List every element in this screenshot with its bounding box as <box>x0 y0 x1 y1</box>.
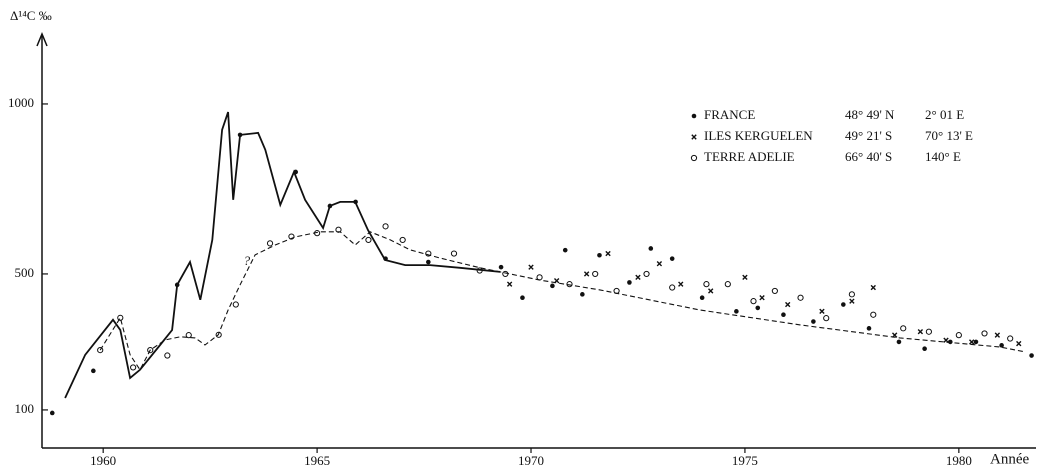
data-point <box>605 250 611 257</box>
legend-latitude: 48° 49' N <box>845 107 895 122</box>
data-point <box>755 305 761 311</box>
data-point <box>841 302 846 307</box>
x-tick-label: 1970 <box>518 453 544 468</box>
data-point <box>550 283 555 289</box>
data-point <box>708 288 714 294</box>
data-point <box>592 270 599 278</box>
legend-longitude: 70° 13' E <box>925 128 973 143</box>
data-point <box>750 298 757 305</box>
data-point <box>643 270 650 278</box>
data-point <box>498 264 504 270</box>
data-point <box>597 252 602 258</box>
data-point <box>382 223 389 230</box>
data-point <box>627 280 632 285</box>
data-point <box>849 298 855 304</box>
annotation: ? <box>244 253 251 268</box>
data-point <box>1029 353 1034 358</box>
data-point <box>999 343 1004 348</box>
data-point <box>130 364 137 371</box>
legend-latitude: 49° 21' S <box>845 128 892 143</box>
data-point <box>669 256 675 261</box>
data-point <box>365 236 372 244</box>
data-point <box>947 339 953 345</box>
data-point <box>91 368 96 374</box>
data-point <box>232 301 239 308</box>
legend-latitude: 66° 40' S <box>845 149 892 164</box>
data-point <box>520 295 525 301</box>
data-point <box>922 346 927 352</box>
data-point <box>635 274 641 281</box>
data-point <box>703 281 710 288</box>
data-point <box>528 264 534 270</box>
legend-label: ILES KERGUELEN <box>704 128 813 143</box>
legend-label: TERRE ADELIE <box>704 149 795 164</box>
data-point <box>870 311 877 318</box>
legend-longitude: 140° E <box>925 149 961 164</box>
data-point <box>117 314 124 321</box>
y-tick-label: 1000 <box>8 95 34 110</box>
data-point <box>925 328 932 335</box>
data-point <box>562 247 568 253</box>
data-point <box>266 240 274 247</box>
data-point <box>866 326 872 331</box>
data-point <box>823 315 830 322</box>
data-point <box>1007 335 1014 342</box>
data-point <box>185 332 192 339</box>
data-point <box>583 271 590 277</box>
legend-label: FRANCE <box>704 107 755 122</box>
data-point <box>994 332 1001 338</box>
data-point <box>734 309 739 314</box>
data-point <box>49 410 55 416</box>
legend-marker <box>691 113 697 119</box>
curve <box>99 231 1025 371</box>
y-axis-arrow <box>36 32 48 47</box>
curve <box>64 111 501 399</box>
data-point <box>917 329 924 335</box>
data-point <box>580 292 585 297</box>
legend-marker <box>691 134 697 140</box>
legend-longitude: 2° 01 E <box>925 107 964 122</box>
data-point <box>656 261 663 267</box>
data-point <box>506 281 513 287</box>
y-tick-label: 500 <box>15 265 35 280</box>
data-point <box>759 295 765 301</box>
data-point <box>968 339 975 345</box>
data-point <box>900 325 907 332</box>
data-point <box>502 270 509 278</box>
data-point <box>785 301 791 308</box>
x-tick-label: 1965 <box>304 453 330 468</box>
x-tick-label: 1960 <box>90 453 116 468</box>
data-point <box>399 236 406 244</box>
data-point <box>426 259 431 265</box>
x-tick-label: 1975 <box>732 453 758 468</box>
data-point <box>819 308 825 315</box>
data-point <box>870 284 876 291</box>
legend-marker <box>690 154 698 162</box>
data-point <box>781 312 786 318</box>
y-tick-label: 100 <box>15 401 35 416</box>
data-point <box>669 284 676 291</box>
data-point <box>955 332 962 339</box>
data-point <box>450 250 458 257</box>
data-point <box>848 291 855 298</box>
data-point <box>896 339 902 345</box>
x-axis-label: Année <box>990 451 1029 467</box>
data-point <box>164 352 171 359</box>
data-point <box>797 294 804 301</box>
data-point <box>648 246 654 251</box>
data-point <box>981 330 988 337</box>
data-point <box>973 339 979 345</box>
y-axis-label: Δ¹⁴C ‰ <box>10 8 52 23</box>
data-point <box>771 287 778 295</box>
x-tick-label: 1980 <box>946 453 972 468</box>
data-point <box>742 274 748 281</box>
data-point <box>1016 340 1022 347</box>
data-point <box>678 281 684 287</box>
data-point <box>811 319 816 324</box>
data-point <box>699 295 705 301</box>
data-point <box>724 281 731 288</box>
